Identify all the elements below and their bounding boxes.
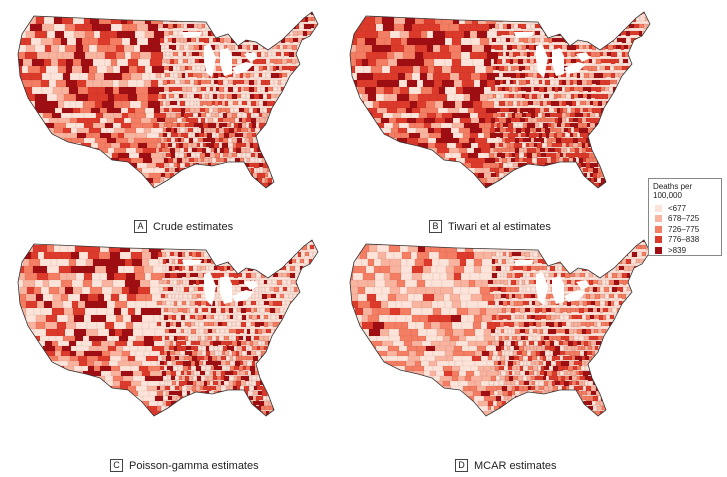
caption-d: D MCAR estimates [455, 459, 557, 472]
great-lake-0 [204, 272, 216, 306]
map-panel-a [6, 6, 324, 202]
great-lake-2 [232, 290, 254, 302]
great-lake-4 [514, 32, 534, 38]
us-outline-c [17, 239, 319, 417]
caption-text-b: Tiwari et al estimates [448, 220, 551, 233]
legend-item-4: >839 [653, 245, 717, 256]
caption-text-a: Crude estimates [153, 220, 234, 233]
great-lake-0 [204, 44, 216, 78]
map-panel-d [338, 234, 656, 430]
legend-item-3: 776–838 [653, 235, 717, 246]
great-lake-1 [552, 48, 564, 76]
us-outline-a [17, 11, 319, 189]
legend-item-2: 726–775 [653, 224, 717, 235]
us-county-map-b [349, 11, 651, 189]
great-lake-4 [514, 260, 534, 266]
map-panel-c [6, 234, 324, 430]
map-legend: Deaths per 100,000 <677 678–725 726–775 … [648, 178, 722, 256]
caption-text-d: MCAR estimates [474, 459, 557, 472]
great-lake-3 [576, 280, 590, 290]
legend-swatch-3 [655, 236, 662, 244]
great-lake-1 [552, 276, 564, 304]
legend-label-1: 678–725 [668, 214, 700, 224]
us-outline-d [349, 239, 651, 417]
legend-swatch-1 [655, 215, 662, 223]
legend-label-2: 726–775 [668, 224, 700, 234]
us-outline-b [349, 11, 651, 189]
legend-label-0: <677 [668, 203, 687, 213]
legend-swatch-2 [655, 225, 662, 233]
county-cells-c [18, 240, 318, 416]
great-lake-2 [232, 62, 254, 74]
legend-swatch-4 [655, 246, 662, 254]
panel-letter-d: D [455, 459, 468, 472]
great-lake-3 [244, 52, 258, 62]
great-lake-2 [564, 62, 586, 74]
legend-item-1: 678–725 [653, 214, 717, 225]
us-county-map-a [17, 11, 319, 189]
county-cells-b [350, 12, 650, 188]
legend-swatch-0 [655, 204, 662, 212]
caption-c: C Poisson-gamma estimates [110, 459, 259, 472]
county-cells-d [350, 240, 650, 416]
great-lake-0 [536, 272, 548, 306]
panel-letter-b: B [429, 220, 442, 233]
legend-title: Deaths per 100,000 [653, 182, 693, 200]
great-lake-4 [182, 260, 202, 266]
great-lake-0 [536, 44, 548, 78]
legend-label-4: >839 [668, 245, 687, 255]
us-county-map-d [349, 239, 651, 417]
great-lake-1 [220, 276, 232, 304]
great-lake-3 [244, 280, 258, 290]
caption-text-c: Poisson-gamma estimates [129, 459, 259, 472]
county-cells-a [18, 12, 318, 188]
panel-letter-a: A [134, 220, 147, 233]
great-lake-4 [182, 32, 202, 38]
legend-item-0: <677 [653, 203, 717, 214]
legend-label-3: 776–838 [668, 235, 700, 245]
great-lake-2 [564, 290, 586, 302]
caption-a: A Crude estimates [134, 220, 233, 233]
us-county-map-c [17, 239, 319, 417]
caption-b: B Tiwari et al estimates [429, 220, 551, 233]
map-panel-b [338, 6, 656, 202]
great-lake-3 [576, 52, 590, 62]
great-lake-1 [220, 48, 232, 76]
panel-letter-c: C [110, 459, 123, 472]
